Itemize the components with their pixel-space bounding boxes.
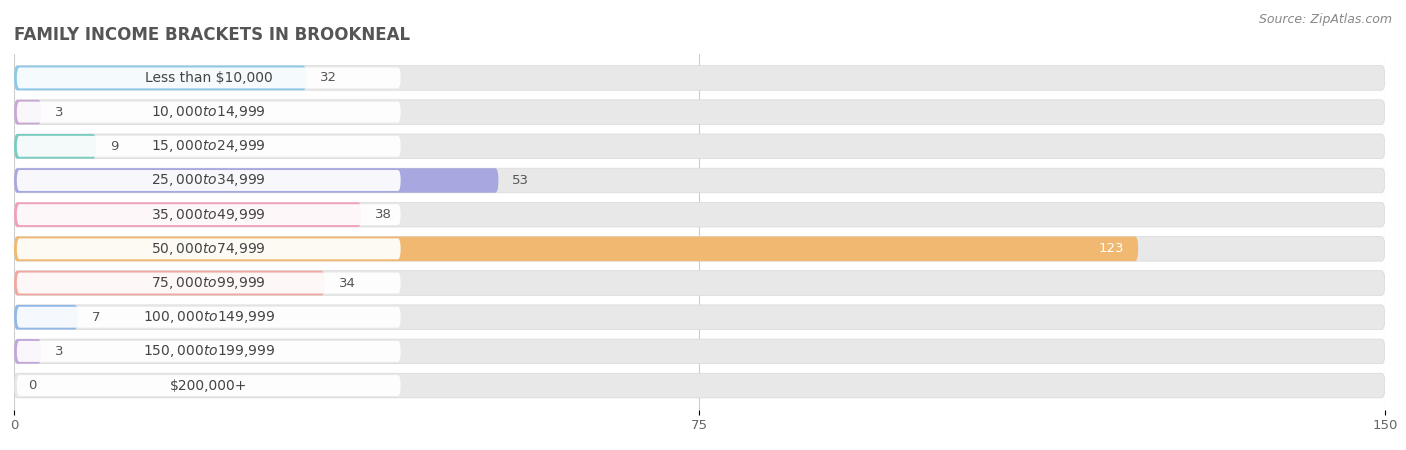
FancyBboxPatch shape <box>14 373 1385 398</box>
FancyBboxPatch shape <box>14 271 325 295</box>
Text: 3: 3 <box>55 106 63 119</box>
Text: $150,000 to $199,999: $150,000 to $199,999 <box>142 343 276 360</box>
Text: 0: 0 <box>28 379 37 392</box>
FancyBboxPatch shape <box>17 170 401 191</box>
FancyBboxPatch shape <box>14 66 307 90</box>
FancyBboxPatch shape <box>14 339 1385 364</box>
FancyBboxPatch shape <box>14 134 1385 158</box>
FancyBboxPatch shape <box>14 66 1385 90</box>
FancyBboxPatch shape <box>17 136 401 157</box>
Text: Source: ZipAtlas.com: Source: ZipAtlas.com <box>1258 14 1392 27</box>
Text: 123: 123 <box>1099 243 1125 255</box>
FancyBboxPatch shape <box>14 339 42 364</box>
FancyBboxPatch shape <box>17 238 401 259</box>
Text: FAMILY INCOME BRACKETS IN BROOKNEAL: FAMILY INCOME BRACKETS IN BROOKNEAL <box>14 26 411 44</box>
Text: 32: 32 <box>321 72 337 85</box>
Text: 34: 34 <box>339 276 356 289</box>
Text: 9: 9 <box>110 140 118 153</box>
FancyBboxPatch shape <box>17 307 401 328</box>
FancyBboxPatch shape <box>14 202 1385 227</box>
FancyBboxPatch shape <box>14 100 42 124</box>
FancyBboxPatch shape <box>17 341 401 362</box>
Text: $75,000 to $99,999: $75,000 to $99,999 <box>152 275 266 291</box>
Text: $10,000 to $14,999: $10,000 to $14,999 <box>152 104 266 120</box>
FancyBboxPatch shape <box>14 237 1385 261</box>
FancyBboxPatch shape <box>14 100 1385 124</box>
Text: $25,000 to $34,999: $25,000 to $34,999 <box>152 172 266 189</box>
FancyBboxPatch shape <box>14 305 79 329</box>
FancyBboxPatch shape <box>17 273 401 293</box>
Text: $35,000 to $49,999: $35,000 to $49,999 <box>152 207 266 223</box>
FancyBboxPatch shape <box>14 271 1385 295</box>
FancyBboxPatch shape <box>14 202 361 227</box>
FancyBboxPatch shape <box>17 204 401 225</box>
FancyBboxPatch shape <box>17 375 401 396</box>
FancyBboxPatch shape <box>14 134 96 158</box>
FancyBboxPatch shape <box>14 237 1139 261</box>
FancyBboxPatch shape <box>14 168 1385 193</box>
FancyBboxPatch shape <box>14 305 1385 329</box>
Text: $200,000+: $200,000+ <box>170 378 247 392</box>
Text: 53: 53 <box>512 174 529 187</box>
Text: $100,000 to $149,999: $100,000 to $149,999 <box>142 309 276 325</box>
Text: 38: 38 <box>375 208 392 221</box>
Text: $50,000 to $74,999: $50,000 to $74,999 <box>152 241 266 257</box>
FancyBboxPatch shape <box>14 168 499 193</box>
FancyBboxPatch shape <box>17 68 401 88</box>
Text: Less than $10,000: Less than $10,000 <box>145 71 273 85</box>
Text: 7: 7 <box>91 310 100 324</box>
FancyBboxPatch shape <box>17 102 401 122</box>
Text: $15,000 to $24,999: $15,000 to $24,999 <box>152 138 266 154</box>
Text: 3: 3 <box>55 345 63 358</box>
